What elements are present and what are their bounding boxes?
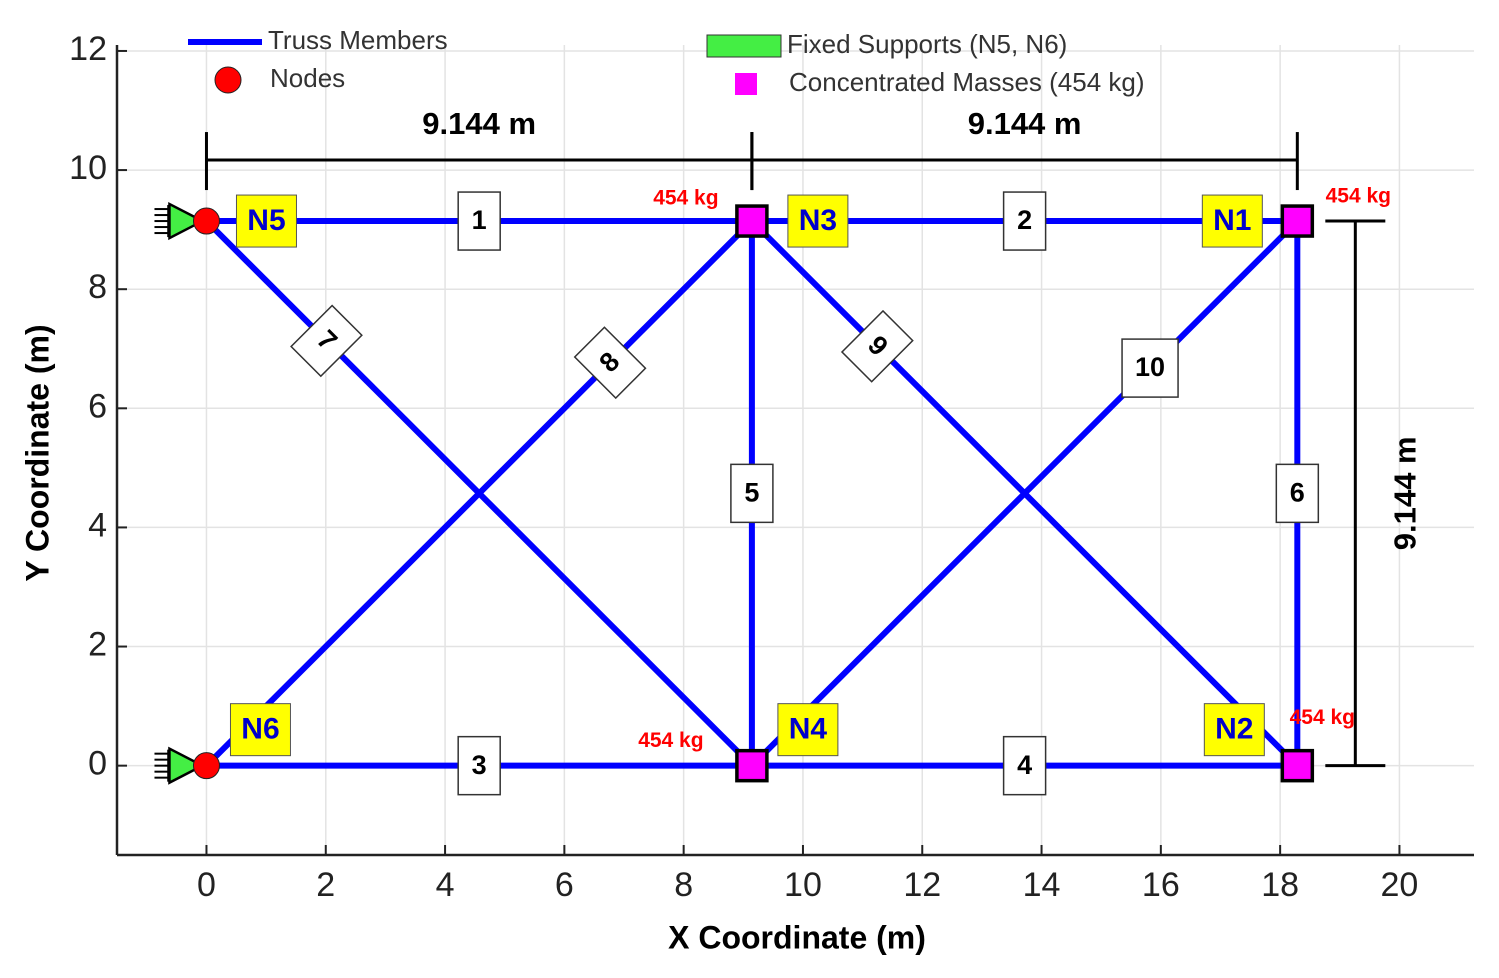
dimension-label: 9.144 m: [422, 106, 536, 141]
y-tick-label: 6: [88, 387, 107, 425]
node-label-bg: [777, 703, 839, 757]
member-label-bg: [1275, 463, 1320, 524]
x-tick-label: 2: [316, 866, 335, 904]
y-tick-label: 12: [69, 30, 107, 68]
member-label: 10: [1135, 352, 1165, 382]
member-label-bg: [573, 326, 647, 400]
mass-label: 454 kg: [638, 729, 703, 752]
member-label: 2: [1017, 205, 1032, 235]
node-label: N3: [799, 204, 837, 237]
legend-label: Concentrated Masses (454 kg): [789, 67, 1145, 97]
node: [192, 207, 220, 235]
mass-label: 454 kg: [1326, 185, 1391, 208]
x-tick-label: 0: [197, 866, 216, 904]
node-label-bg: [1201, 194, 1263, 248]
member-label: 1: [472, 205, 487, 235]
member-label-bg: [290, 304, 363, 378]
truss-member: [204, 218, 755, 768]
member-label-bg: [457, 735, 501, 796]
member-label-bg: [840, 309, 914, 383]
y-tick-label: 2: [88, 626, 107, 664]
member-label-box: 1: [457, 191, 501, 251]
fixed-support: [168, 746, 206, 785]
member-label-box: 10: [1121, 338, 1179, 398]
member-label: 5: [744, 477, 759, 507]
legend-label: Truss Members: [268, 25, 448, 55]
node: [192, 752, 220, 780]
dimension-label: 9.144 m: [968, 106, 1082, 141]
concentrated-mass: [735, 748, 769, 783]
legend-circle: [214, 66, 242, 94]
member-label-box: 8: [573, 326, 647, 400]
mass-label: 454 kg: [1290, 706, 1355, 729]
node-label: N4: [789, 713, 828, 746]
node-label-bg: [787, 194, 849, 248]
x-tick-label: 6: [555, 866, 574, 904]
member-label: 3: [472, 750, 487, 780]
member-label-box: 5: [730, 463, 774, 524]
node-label: N1: [1213, 204, 1251, 237]
member-label-bg: [730, 463, 774, 524]
member-label: 4: [1017, 750, 1032, 780]
legend-square: [735, 73, 757, 95]
node-label-bg: [229, 703, 291, 757]
node-label-bg: [235, 194, 297, 248]
node-label: N2: [1215, 713, 1253, 746]
member-label-box: 2: [1002, 191, 1047, 251]
legend-label: Fixed Supports (N5, N6): [787, 29, 1067, 59]
x-tick-label: 18: [1261, 866, 1299, 904]
x-tick-label: 14: [1023, 866, 1061, 904]
member-label-box: 3: [457, 735, 501, 796]
truss-member: [749, 218, 1300, 768]
y-tick-label: 0: [88, 745, 107, 783]
x-tick-label: 12: [903, 866, 941, 904]
x-tick-label: 10: [784, 866, 822, 904]
member-label-bg: [1121, 338, 1179, 398]
mass-label: 454 kg: [653, 187, 718, 210]
member-label-bg: [1002, 735, 1047, 796]
y-tick-label: 10: [69, 149, 107, 187]
concentrated-mass: [735, 204, 769, 238]
concentrated-mass: [1280, 748, 1315, 783]
x-tick-label: 8: [674, 866, 693, 904]
member-label-box: 7: [290, 304, 363, 378]
y-axis-title: Y Coordinate (m): [19, 324, 55, 581]
member-label: 6: [1290, 477, 1305, 507]
member-label-box: 6: [1275, 463, 1320, 524]
node-label: N6: [241, 713, 279, 746]
x-tick-label: 4: [436, 866, 455, 904]
fixed-support: [168, 202, 206, 241]
member-label-bg: [457, 191, 501, 251]
y-tick-label: 4: [88, 506, 107, 544]
concentrated-mass: [1280, 204, 1315, 238]
x-tick-label: 20: [1381, 866, 1419, 904]
x-tick-label: 16: [1142, 866, 1180, 904]
legend-rect: [706, 34, 782, 58]
member-label-box: 9: [840, 309, 914, 383]
node-label: N5: [247, 204, 285, 237]
legend-label: Nodes: [270, 63, 345, 93]
y-tick-label: 8: [88, 268, 107, 306]
node-label-bg: [1203, 703, 1265, 757]
member-label-bg: [1002, 191, 1047, 251]
dimension-label: 9.144 m: [1388, 436, 1423, 550]
member-label-box: 4: [1002, 735, 1047, 796]
x-axis-title: X Coordinate (m): [668, 919, 926, 955]
